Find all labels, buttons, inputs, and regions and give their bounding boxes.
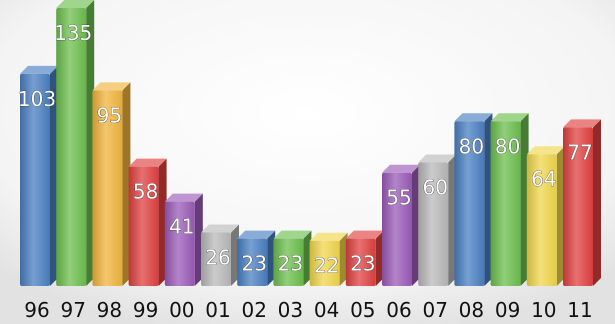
x-tick-label-06: 06: [386, 298, 411, 322]
data-label-01: 26: [205, 245, 230, 269]
bar-top-06: [382, 164, 420, 173]
bar-side-07: [448, 154, 457, 286]
x-tick-label-97: 97: [60, 298, 85, 322]
x-tick-label-96: 96: [24, 298, 49, 322]
bar-side-05: [375, 230, 384, 286]
data-label-11: 77: [567, 140, 592, 164]
bar-99: 58: [128, 158, 167, 286]
bar-05: 23: [345, 230, 384, 286]
data-label-03: 23: [278, 252, 303, 276]
bar-side-06: [412, 164, 420, 286]
bar-98: 95: [92, 82, 131, 287]
x-tick-label-01: 01: [205, 298, 230, 322]
bar-front-10: [526, 154, 557, 286]
bar-side-09: [520, 113, 529, 286]
x-tick-label-05: 05: [350, 298, 375, 322]
bar-01: 26: [201, 224, 239, 286]
bar-front-98: [92, 90, 123, 287]
data-label-07: 60: [422, 175, 447, 199]
data-label-00: 41: [169, 215, 194, 239]
bar-06: 55: [382, 164, 420, 286]
bar-top-03: [273, 230, 312, 239]
x-tick-label-08: 08: [459, 298, 484, 322]
data-label-97: 135: [54, 21, 92, 45]
bar-top-97: [56, 0, 95, 8]
bar-front-11: [563, 127, 593, 286]
bar-front-02: [237, 238, 268, 286]
data-label-02: 23: [241, 252, 266, 276]
bar-side-99: [158, 158, 167, 286]
bar-09: 80: [490, 113, 529, 286]
x-tick-label-11: 11: [567, 298, 592, 322]
data-label-98: 95: [97, 103, 122, 127]
bar-00: 41: [164, 193, 203, 286]
data-label-06: 55: [386, 186, 411, 210]
data-label-99: 58: [133, 180, 158, 204]
data-label-09: 80: [495, 134, 520, 158]
data-label-96: 103: [18, 87, 56, 111]
bar-02: 23: [237, 230, 276, 286]
x-tick-label-98: 98: [97, 298, 122, 322]
bar-10: 64: [526, 146, 565, 286]
bar-top-05: [345, 230, 384, 239]
bar-side-96: [50, 65, 58, 286]
x-axis-ticks: 96 97 98 99 00 01 02 03 04 05 06 07 08 09 10 11: [24, 298, 592, 322]
bar-front-01: [201, 232, 231, 286]
bar-top-04: [309, 232, 348, 241]
bar-front-06: [382, 172, 412, 286]
bar-top-96: [20, 65, 58, 74]
x-tick-label-03: 03: [278, 298, 303, 322]
x-tick-label-07: 07: [422, 298, 447, 322]
bar-side-03: [303, 230, 312, 286]
x-tick-label-09: 09: [495, 298, 520, 322]
data-label-04: 22: [314, 254, 339, 278]
x-tick-label-02: 02: [241, 298, 266, 322]
bar-front-00: [164, 201, 195, 286]
bar-side-02: [267, 230, 276, 286]
bar-side-98: [122, 82, 131, 287]
bar-11: 77: [563, 119, 601, 286]
bar-96: 103: [18, 65, 58, 286]
bar-03: 23: [273, 230, 312, 286]
x-tick-label-99: 99: [133, 298, 158, 322]
bar-top-10: [526, 146, 565, 155]
bar-top-08: [454, 113, 493, 122]
x-tick-label-04: 04: [314, 298, 339, 322]
bar-top-98: [92, 82, 131, 91]
bar-top-01: [201, 224, 239, 233]
bar-07: 60: [418, 154, 457, 286]
bar-side-01: [231, 224, 239, 286]
x-tick-label-00: 00: [169, 298, 194, 322]
bar-top-00: [164, 193, 203, 202]
bar-front-99: [128, 166, 159, 286]
bar-front-03: [273, 238, 304, 286]
bar-front-97: [56, 8, 87, 286]
bar-04: 22: [309, 232, 348, 286]
bar-side-00: [194, 193, 203, 286]
bar-front-05: [345, 238, 376, 286]
bar-front-04: [309, 240, 340, 286]
bars-group: 103 135 95 58 41 26 23 23 22 23 55 60 80 80 64 77: [18, 0, 601, 287]
bar-top-07: [418, 154, 457, 163]
bar-side-08: [484, 113, 493, 286]
x-tick-label-10: 10: [531, 298, 556, 322]
bar-front-96: [20, 73, 50, 286]
bar-top-09: [490, 113, 529, 122]
bar-front-07: [418, 162, 449, 286]
data-label-10: 64: [531, 167, 556, 191]
data-label-05: 23: [350, 252, 375, 276]
bar-front-09: [490, 121, 521, 286]
bar-top-11: [563, 119, 601, 128]
bar-side-10: [556, 146, 565, 286]
bar-side-11: [593, 119, 601, 286]
bar-97: 135: [54, 0, 95, 286]
bar-08: 80: [454, 113, 493, 286]
bar-side-97: [86, 0, 95, 286]
data-label-08: 80: [459, 134, 484, 158]
bar-top-02: [237, 230, 276, 239]
bar-side-04: [339, 232, 348, 286]
bar-front-08: [454, 121, 485, 286]
bar-top-99: [128, 158, 167, 167]
